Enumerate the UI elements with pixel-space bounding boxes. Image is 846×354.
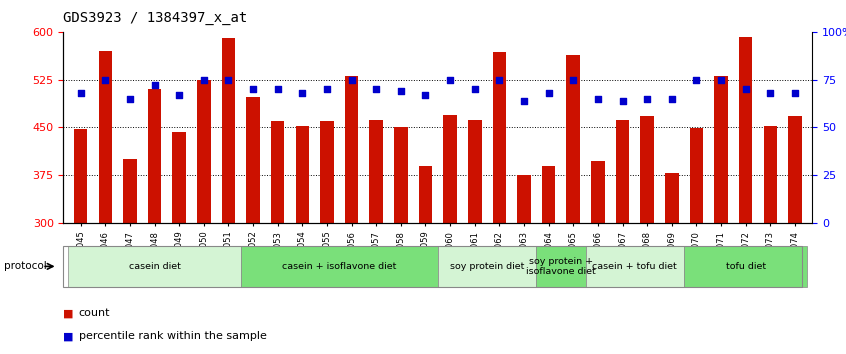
Bar [173, 132, 186, 223]
Point [173, 92, 186, 98]
Point [419, 92, 432, 98]
Point [246, 86, 260, 92]
Point [74, 90, 87, 96]
Point [689, 77, 703, 82]
Bar [320, 121, 334, 223]
Bar [739, 37, 752, 223]
Point [616, 98, 629, 103]
Point [443, 77, 457, 82]
Bar [222, 38, 235, 223]
Text: ■: ■ [63, 308, 74, 318]
Point [124, 96, 137, 102]
Bar [689, 128, 703, 223]
Point [197, 77, 211, 82]
Bar [98, 51, 112, 223]
Point [665, 96, 678, 102]
Bar [684, 246, 807, 287]
Bar [536, 246, 585, 287]
Bar [419, 166, 432, 223]
Point [764, 90, 777, 96]
Point [295, 90, 309, 96]
Bar [148, 89, 162, 223]
Point [345, 77, 359, 82]
Bar [370, 120, 383, 223]
Point [271, 86, 284, 92]
Point [714, 77, 728, 82]
Bar [241, 246, 437, 287]
Bar [443, 115, 457, 223]
Text: ■: ■ [63, 331, 74, 341]
Bar [271, 121, 284, 223]
Text: protocol: protocol [4, 261, 47, 272]
Bar [246, 97, 260, 223]
Bar [764, 126, 777, 223]
Text: percentile rank within the sample: percentile rank within the sample [79, 331, 266, 341]
Bar [640, 116, 654, 223]
Bar [468, 120, 481, 223]
Bar [394, 127, 408, 223]
Bar [69, 246, 241, 287]
Text: casein diet: casein diet [129, 262, 180, 271]
Bar [665, 173, 678, 223]
Bar [616, 120, 629, 223]
Bar [124, 159, 137, 223]
Bar [591, 161, 605, 223]
Bar [345, 76, 359, 223]
Bar [517, 175, 530, 223]
Point [98, 77, 112, 82]
Point [591, 96, 605, 102]
Point [320, 86, 333, 92]
Point [542, 90, 556, 96]
Bar [585, 246, 684, 287]
Text: tofu diet: tofu diet [726, 262, 766, 271]
Point [567, 77, 580, 82]
Point [788, 90, 802, 96]
Point [394, 88, 408, 94]
Text: count: count [79, 308, 110, 318]
Bar [541, 166, 556, 223]
Text: GDS3923 / 1384397_x_at: GDS3923 / 1384397_x_at [63, 11, 248, 25]
Point [370, 86, 383, 92]
Bar [74, 129, 87, 223]
Text: casein + tofu diet: casein + tofu diet [592, 262, 677, 271]
Text: casein + isoflavone diet: casein + isoflavone diet [282, 262, 397, 271]
Point [148, 82, 162, 88]
Bar [567, 56, 580, 223]
Point [517, 98, 530, 103]
Bar [788, 116, 802, 223]
Point [739, 86, 752, 92]
Point [222, 77, 235, 82]
Bar [492, 52, 506, 223]
Text: soy protein diet: soy protein diet [450, 262, 525, 271]
Bar [714, 76, 728, 223]
Point [468, 86, 481, 92]
Point [640, 96, 654, 102]
Bar [197, 80, 211, 223]
Bar [295, 126, 309, 223]
Point [492, 77, 506, 82]
Text: soy protein +
isoflavone diet: soy protein + isoflavone diet [526, 257, 596, 276]
Bar [438, 246, 536, 287]
